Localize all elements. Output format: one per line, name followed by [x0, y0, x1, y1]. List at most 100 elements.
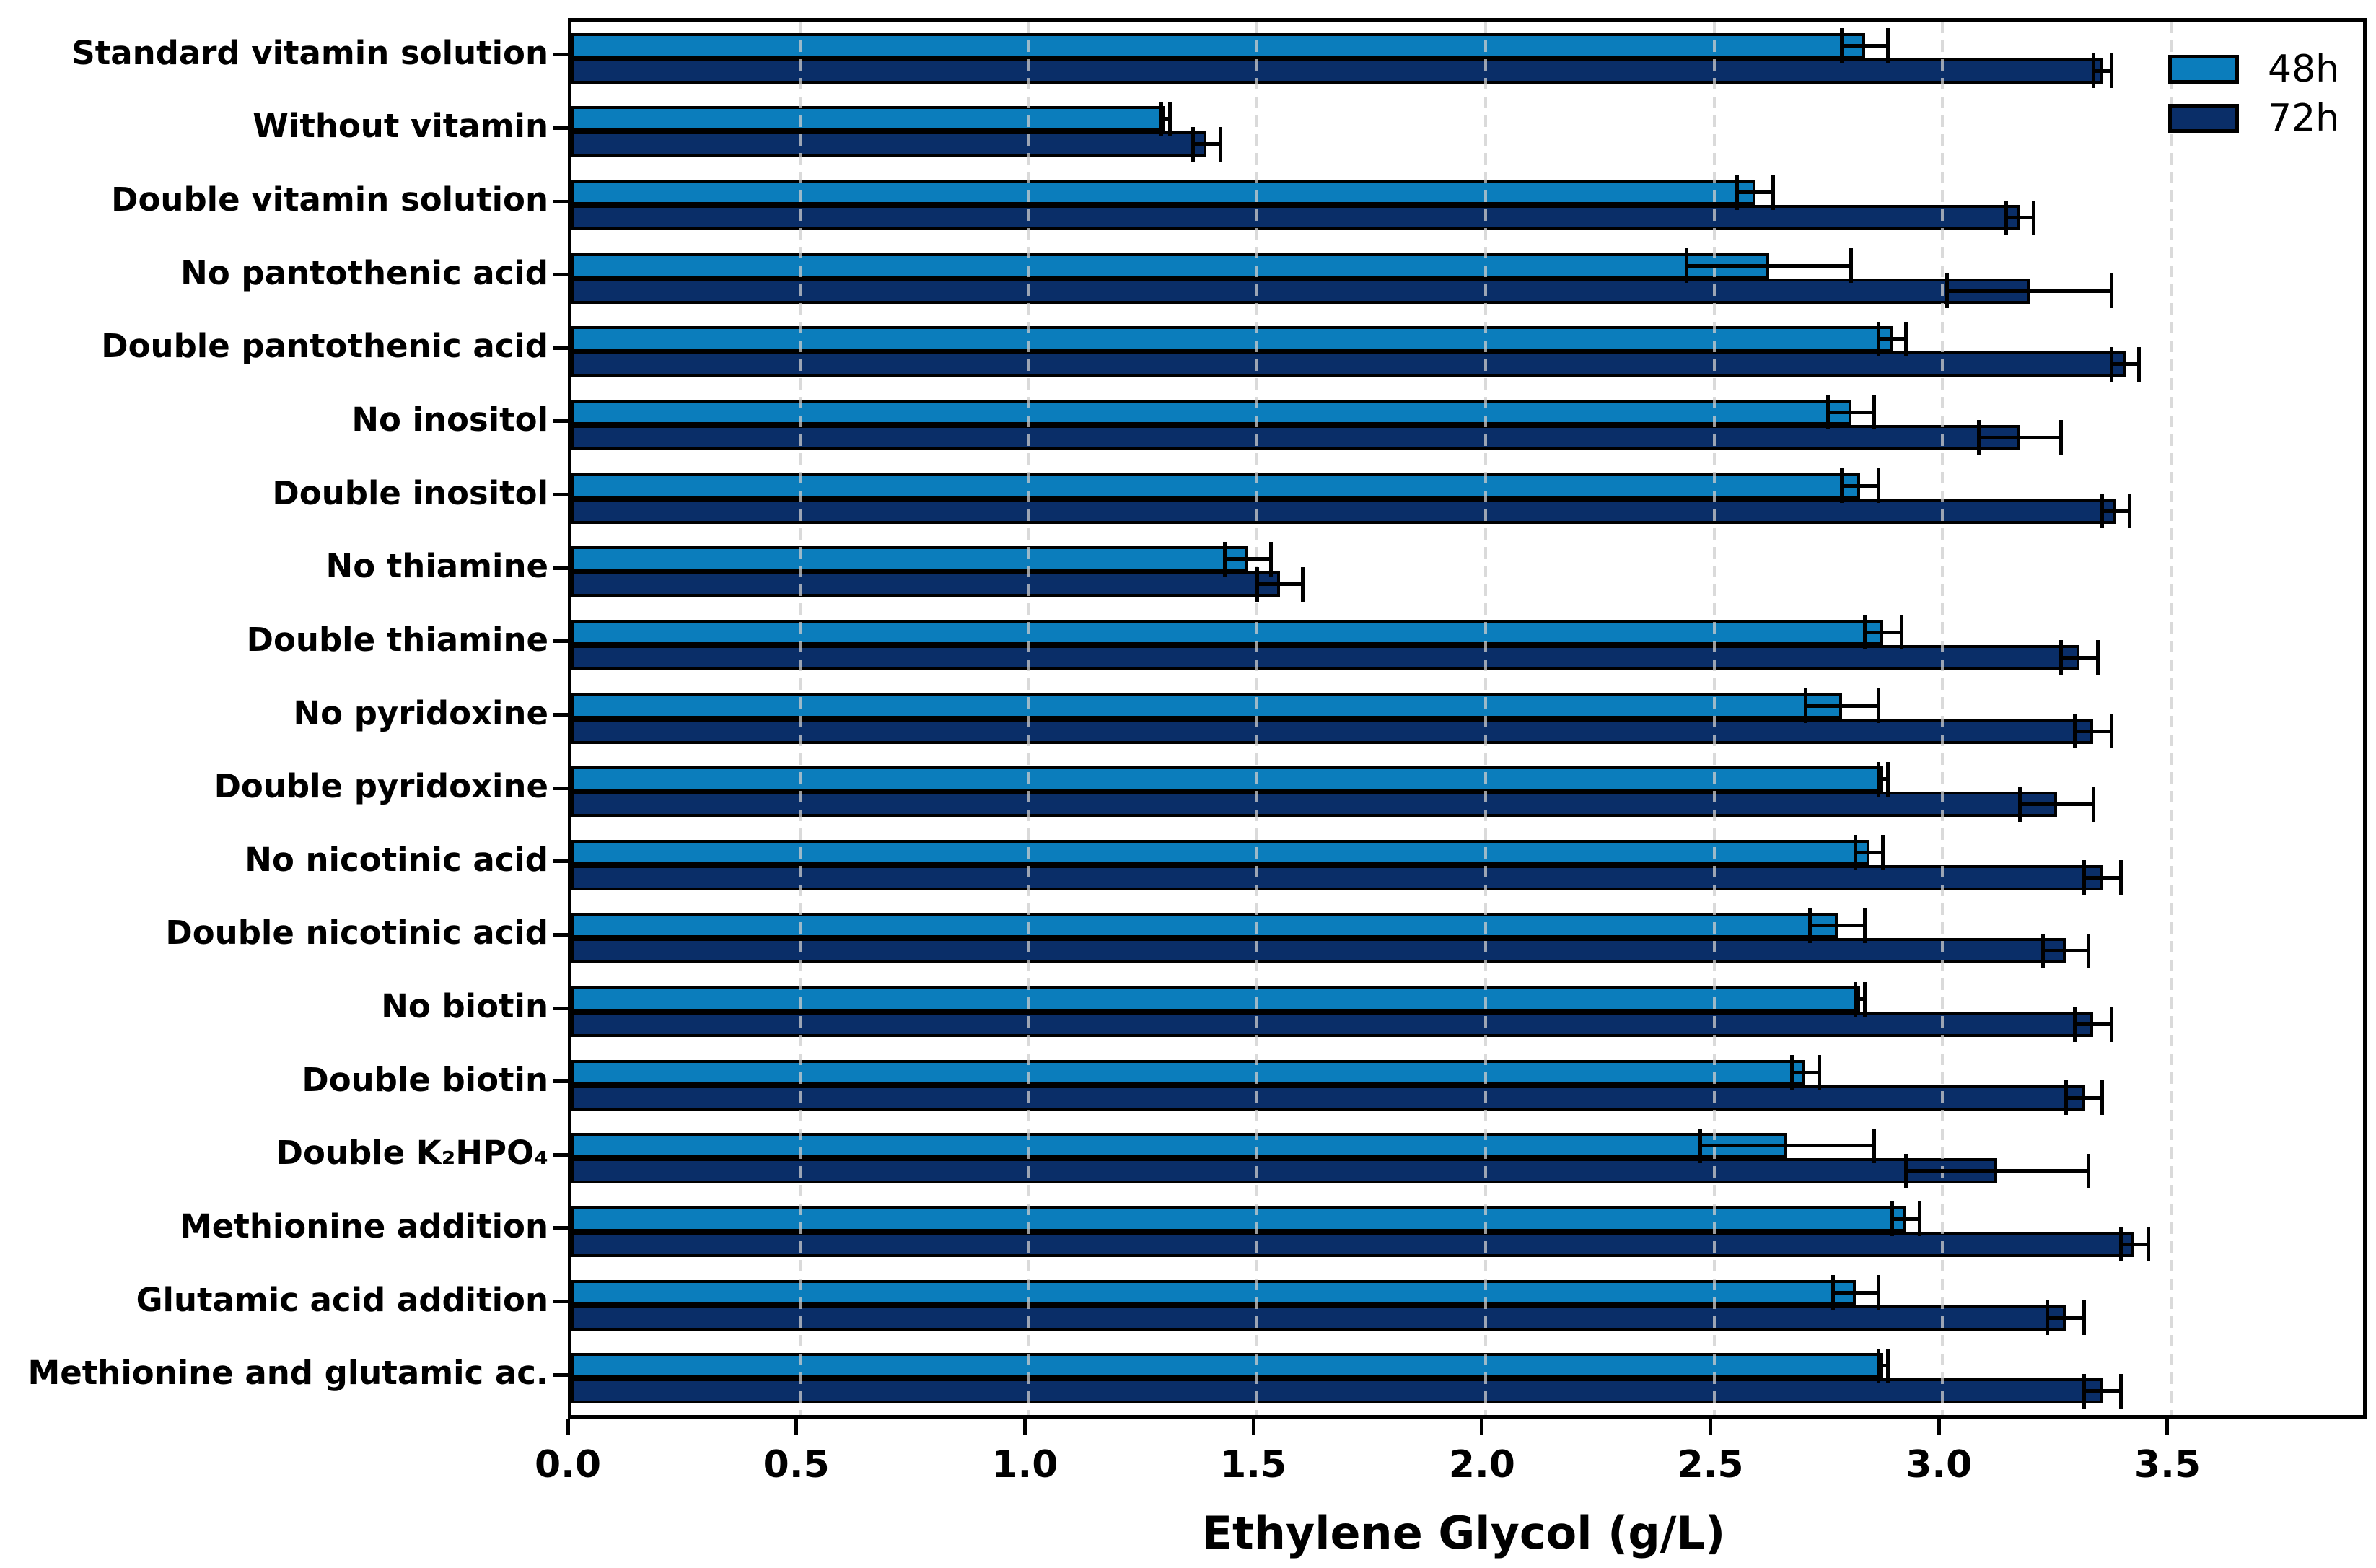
category-label: Without vitamin [253, 107, 548, 146]
error-bar-cap [2110, 273, 2114, 309]
bar-72h [571, 864, 2103, 890]
error-bar [1892, 1217, 1920, 1221]
error-bar [1737, 190, 1774, 195]
error-bar [1828, 410, 1875, 414]
bar-48h [571, 986, 1861, 1012]
error-bar-cap [2059, 420, 2064, 455]
legend-swatch-72h [2168, 104, 2239, 133]
grid-line [1027, 22, 1030, 1415]
error-bar-cap [1803, 688, 1807, 723]
error-bar-cap [1789, 1055, 1794, 1090]
x-tick [1251, 1419, 1255, 1435]
error-bar-cap [2110, 346, 2114, 382]
legend-entry-48h: 48h [2168, 45, 2339, 94]
error-bar [2111, 362, 2139, 367]
error-bar-cap [2128, 494, 2132, 529]
y-tick [553, 1006, 569, 1010]
category-label: No inositol [351, 400, 548, 439]
error-bar-cap [1685, 248, 1689, 284]
error-bar [2102, 509, 2130, 513]
error-bar-cap [2041, 933, 2046, 968]
category-label: No thiamine [325, 547, 548, 586]
error-bar-cap [2110, 53, 2114, 89]
error-bar-cap [2110, 714, 2114, 748]
error-bar-cap [1885, 28, 1890, 63]
legend-label-72h: 72h [2268, 97, 2340, 140]
error-bar-cap [2110, 1007, 2114, 1042]
error-bar-cap [1300, 566, 1305, 602]
error-bar-cap [1890, 1201, 1895, 1237]
legend-swatch-48h [2168, 55, 2239, 84]
error-bar-cap [2096, 640, 2100, 675]
error-bar-cap [1771, 175, 1776, 210]
error-bar-cap [2087, 933, 2091, 968]
x-tick [1022, 1419, 1027, 1435]
category-label: No pyridoxine [293, 693, 548, 732]
y-tick [553, 566, 569, 570]
bar-48h [571, 106, 1166, 132]
y-tick [553, 1226, 569, 1230]
y-tick [553, 126, 569, 130]
error-bar-cap [1735, 175, 1739, 210]
error-bar [2066, 1095, 2103, 1100]
error-bar [1224, 557, 1271, 561]
error-bar-cap [1872, 1128, 1876, 1163]
category-label: Methionine addition [180, 1206, 548, 1245]
error-bar [1906, 1169, 2089, 1173]
bar-48h [571, 180, 1755, 206]
y-tick [553, 786, 569, 790]
error-bar-cap [1840, 468, 1844, 504]
error-bar-cap [2137, 346, 2142, 382]
error-bar-cap [1918, 1201, 1922, 1237]
bar-48h [571, 1279, 1856, 1305]
error-bar [2074, 1022, 2112, 1027]
x-tick-label: 0.5 [763, 1443, 830, 1486]
grid-line [2169, 22, 2173, 1415]
error-bar-cap [2118, 860, 2123, 895]
error-bar-cap [1159, 101, 1163, 136]
error-bar [1947, 289, 2112, 293]
error-bar-cap [1168, 101, 1172, 136]
error-bar [1833, 1290, 1879, 1295]
bar-72h [571, 58, 2103, 84]
bar-72h [571, 131, 1207, 157]
error-bar-cap [1849, 248, 1854, 284]
bar-48h [571, 473, 1861, 499]
error-bar-cap [1899, 615, 1903, 650]
error-bar-cap [1808, 908, 1812, 943]
bar-48h [571, 839, 1869, 865]
error-bar [1193, 142, 1221, 146]
y-tick [553, 419, 569, 424]
bar-72h [571, 351, 2126, 377]
error-bar-cap [1904, 1153, 1908, 1188]
grid-line [1941, 22, 1945, 1415]
error-bar [1878, 337, 1906, 341]
category-label: Double pyridoxine [214, 767, 548, 806]
error-bar-cap [2082, 860, 2087, 895]
bar-72h [571, 718, 2094, 744]
error-bar-cap [2091, 53, 2095, 89]
error-bar-cap [1877, 1348, 1881, 1383]
bar-72h [571, 424, 2020, 450]
error-bar [2121, 1242, 2149, 1246]
error-bar-cap [1268, 541, 1273, 577]
error-bar-cap [1863, 981, 1867, 1017]
error-bar-cap [2064, 1080, 2068, 1116]
category-label: No nicotinic acid [245, 840, 548, 879]
bar-48h [571, 253, 1769, 279]
error-bar-cap [1831, 1275, 1835, 1310]
error-bar-cap [1223, 541, 1227, 577]
error-bar [1864, 630, 1902, 634]
bar-72h [571, 938, 2066, 964]
error-bar-cap [1877, 688, 1881, 723]
error-bar-cap [1218, 126, 1222, 162]
bar-72h [571, 644, 2080, 670]
error-bar [1855, 997, 1865, 1002]
grid-line [1255, 22, 1259, 1415]
x-tick-label: 2.5 [1677, 1443, 1744, 1486]
error-bar [1257, 582, 1303, 587]
bar-48h [571, 399, 1851, 425]
x-tick-label: 2.0 [1448, 1443, 1515, 1486]
legend-entry-72h: 72h [2168, 94, 2339, 143]
